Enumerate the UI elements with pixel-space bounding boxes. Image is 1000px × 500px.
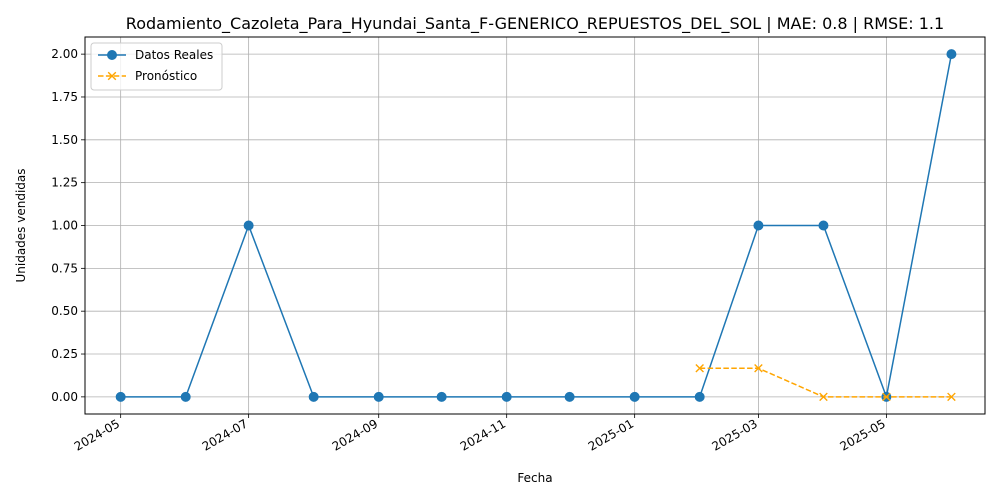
series-pronostico xyxy=(695,363,956,402)
legend-item: Pronóstico xyxy=(98,69,197,83)
data-point xyxy=(694,391,705,402)
series-line xyxy=(120,53,953,400)
data-point xyxy=(243,220,254,231)
data-point xyxy=(695,363,704,373)
legend-item: Datos Reales xyxy=(98,48,213,62)
y-tick-label: 2.00 xyxy=(51,47,78,61)
y-tick-label: 0.50 xyxy=(51,304,78,318)
data-point xyxy=(819,392,828,402)
data-point xyxy=(629,391,640,402)
y-tick-label: 1.75 xyxy=(51,90,78,104)
data-point xyxy=(308,391,319,402)
chart-title: Rodamiento_Cazoleta_Para_Hyundai_Santa_F… xyxy=(126,14,944,34)
legend-label: Pronóstico xyxy=(135,69,197,83)
y-axis-title: Unidades vendidas xyxy=(14,168,28,282)
data-point xyxy=(754,363,763,373)
legend-marker xyxy=(107,71,117,81)
data-point xyxy=(501,391,512,402)
x-axis-title: Fecha xyxy=(517,471,552,485)
y-tick-label: 0.75 xyxy=(51,261,78,275)
series-datos-reales xyxy=(115,49,957,402)
data-point xyxy=(564,391,575,402)
y-tick-label: 1.00 xyxy=(51,219,78,233)
data-point xyxy=(946,49,957,60)
data-point xyxy=(818,220,829,231)
data-point xyxy=(436,391,447,402)
y-tick-label: 0.00 xyxy=(51,390,78,404)
data-point xyxy=(947,392,956,402)
data-point xyxy=(115,391,126,402)
legend: Datos Reales Pronóstico xyxy=(90,42,223,91)
data-point xyxy=(373,391,384,402)
series-group xyxy=(115,49,957,402)
legend-marker xyxy=(107,50,117,60)
data-point xyxy=(882,392,891,402)
legend-label: Datos Reales xyxy=(135,48,213,62)
y-tick-label: 1.25 xyxy=(51,176,78,190)
data-point xyxy=(753,220,764,231)
data-point xyxy=(180,391,191,402)
y-tick-label: 1.50 xyxy=(51,133,78,147)
y-tick-label: 0.25 xyxy=(51,347,78,361)
